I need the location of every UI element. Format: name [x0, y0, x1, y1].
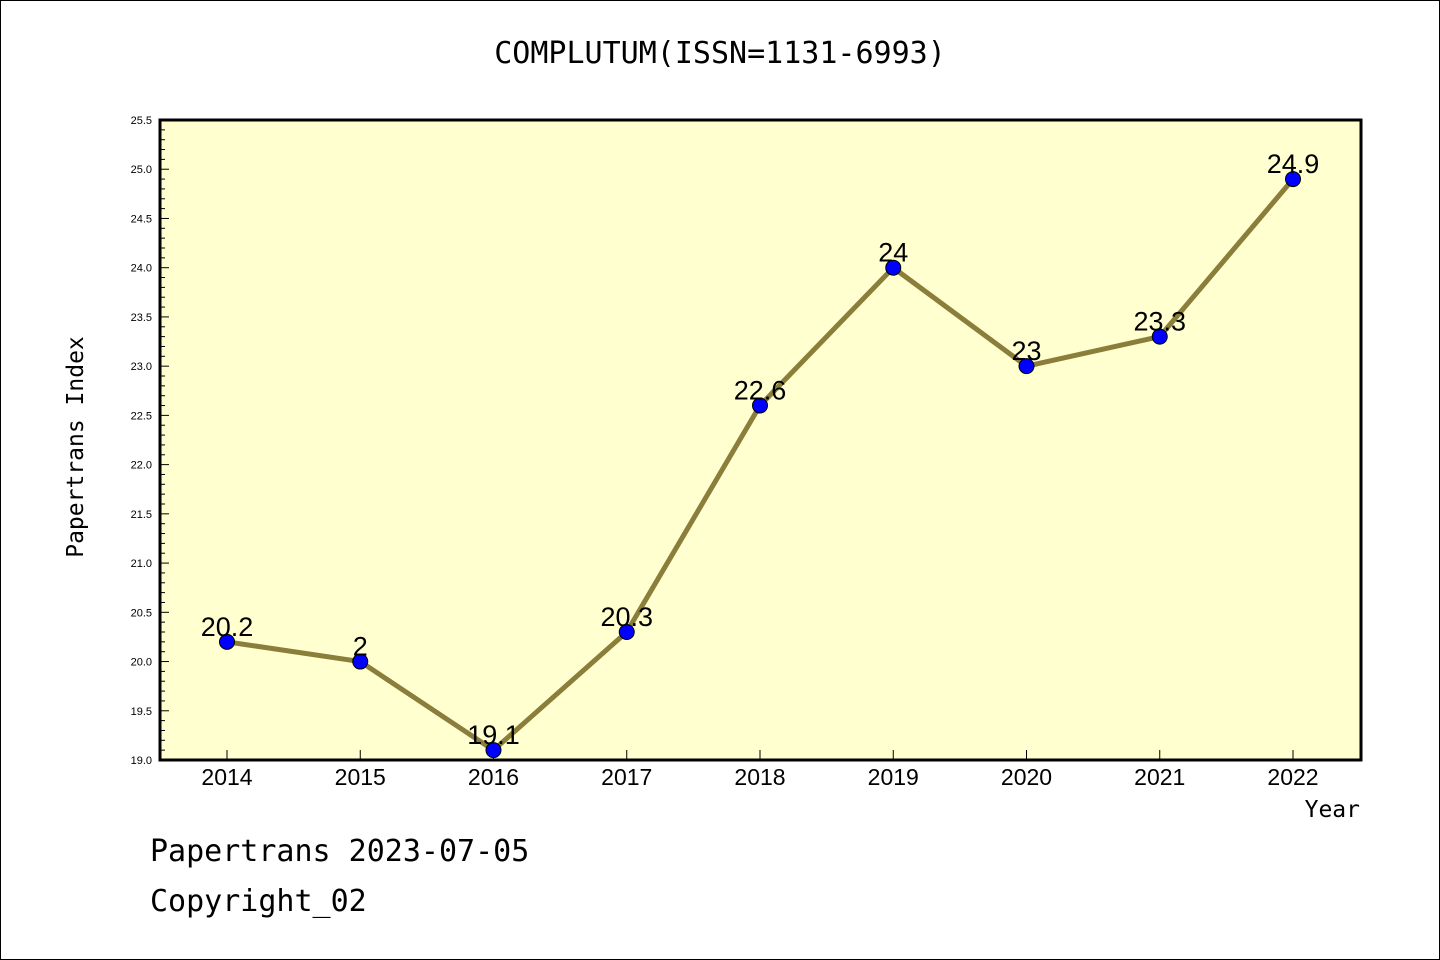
- data-label: 22.6: [734, 376, 787, 406]
- y-tick-label: 23.5: [131, 312, 152, 324]
- y-tick-label: 20.0: [131, 657, 152, 669]
- y-tick-label: 22.0: [131, 460, 152, 472]
- data-label: 20.2: [201, 612, 254, 642]
- plot-border: [158, 118, 1363, 762]
- x-tick-label: 2014: [201, 764, 252, 790]
- footer-copyright: Copyright_02: [150, 884, 367, 919]
- y-tick-label: 20.5: [131, 607, 152, 619]
- x-tick-label: 2017: [601, 764, 652, 790]
- data-label: 2: [353, 632, 368, 662]
- y-tick-label: 25.0: [131, 164, 152, 176]
- data-point: [885, 259, 902, 276]
- y-tick-label: 25.5: [131, 115, 152, 127]
- y-tick-label: 19.5: [131, 706, 152, 718]
- data-label: 23: [1011, 336, 1041, 366]
- data-label: 20.3: [600, 602, 653, 632]
- x-tick-label: 2018: [734, 764, 785, 790]
- data-point: [752, 397, 768, 414]
- data-point: [1151, 328, 1168, 345]
- x-tick-label: 2020: [1001, 764, 1052, 790]
- data-label: 24.9: [1267, 149, 1320, 179]
- x-tick-label: 2019: [868, 764, 919, 790]
- x-tick-label: 2022: [1267, 764, 1318, 790]
- y-tick-label: 19.0: [131, 755, 152, 767]
- plot-area: [160, 120, 1361, 760]
- y-tick-label: 24.0: [131, 263, 152, 275]
- y-tick-label: 23.0: [131, 361, 152, 373]
- y-tick-label: 24.5: [131, 213, 152, 225]
- y-tick-label: 22.5: [131, 410, 152, 422]
- data-point: [485, 742, 502, 759]
- data-point: [219, 633, 235, 650]
- y-tick-label: 21.0: [131, 558, 152, 570]
- footer-date-line: Papertrans 2023-07-05: [150, 834, 530, 869]
- x-tick-label: 2021: [1134, 764, 1185, 790]
- data-label: 24: [878, 238, 908, 268]
- chart-title: COMPLUTUM(ISSN=1131-6993): [494, 36, 946, 71]
- x-tick-label: 2015: [335, 764, 386, 790]
- data-point: [1285, 171, 1301, 188]
- y-tick-label: 21.5: [131, 509, 152, 521]
- data-label: 19.1: [467, 720, 520, 750]
- x-axis-label: Year: [1304, 797, 1360, 823]
- data-point: [618, 624, 635, 640]
- data-point: [352, 653, 369, 670]
- data-label: 23.3: [1133, 307, 1186, 337]
- data-point: [1018, 358, 1035, 375]
- x-tick-label: 2016: [468, 764, 519, 790]
